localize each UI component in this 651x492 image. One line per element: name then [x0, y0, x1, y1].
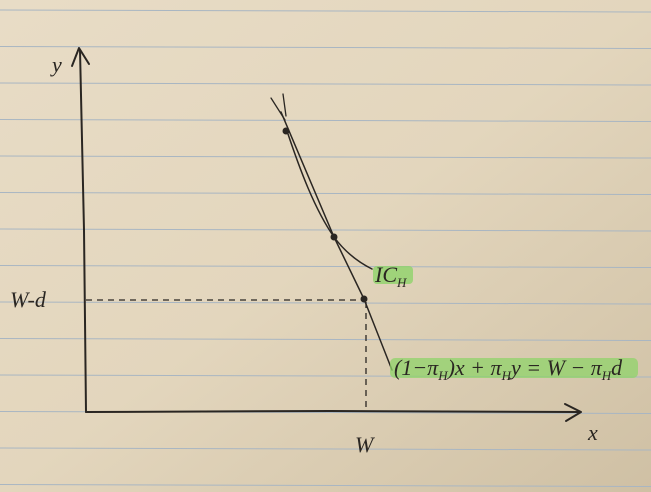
subscript: H — [501, 368, 512, 383]
w-minus-d-label: W-d — [10, 287, 47, 312]
text-segment: d — [611, 355, 623, 380]
text-segment: y = W − π — [509, 355, 603, 380]
text-segment: (1−π — [394, 355, 439, 380]
subscript: H — [437, 368, 448, 383]
point — [283, 128, 290, 135]
y-axis-label: y — [50, 52, 62, 77]
x-axis — [86, 411, 580, 412]
text-segment: IC — [374, 262, 397, 287]
w-label: W — [355, 432, 375, 457]
text-segment: )x + π — [446, 355, 503, 380]
point — [361, 296, 368, 303]
paper — [0, 0, 651, 492]
subscript: H — [396, 275, 407, 290]
point — [331, 234, 338, 241]
subscript: H — [601, 368, 612, 383]
x-axis-label: x — [587, 420, 598, 445]
diagram: y x W-d W ICH (1−πH)x + πHy = W − πHd — [0, 0, 651, 492]
